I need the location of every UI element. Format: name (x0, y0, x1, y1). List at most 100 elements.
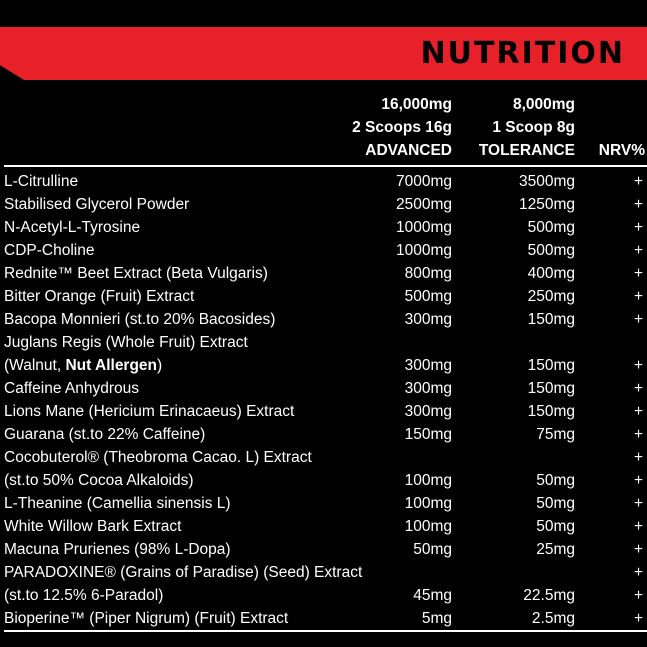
table-row: White Willow Bark Extract 100mg 50mg + (0, 515, 647, 538)
tolerance-amount: 2.5mg (531, 610, 575, 627)
table-row: (st.to 50% Cocoa Alkaloids) 100mg 50mg + (0, 469, 647, 492)
nrv-value: + (633, 403, 643, 420)
tolerance-amount: 250mg (527, 288, 575, 305)
advanced-amount: 100mg (404, 495, 452, 512)
advanced-amount: 500mg (404, 288, 452, 305)
tolerance-amount: 150mg (527, 311, 575, 328)
advanced-amount: 50mg (413, 541, 452, 558)
advanced-amount: 100mg (404, 472, 452, 489)
ingredient-name: L-Citrulline (4, 173, 79, 190)
ingredient-name: Bioperine™ (Piper Nigrum) (Fruit) Extrac… (4, 610, 289, 627)
tolerance-amount: 50mg (536, 472, 575, 489)
tolerance-total: 8,000mg (512, 96, 575, 113)
table-row: Juglans Regis (Whole Fruit) Extract (0, 331, 647, 354)
ingredient-name-suffix: ) (157, 357, 163, 374)
tolerance-amount: 500mg (527, 242, 575, 259)
table-row: CDP-Choline 1000mg 500mg + (0, 239, 647, 262)
advanced-amount: 1000mg (395, 242, 452, 259)
ingredient-name: CDP-Choline (4, 242, 95, 259)
nrv-value: + (633, 426, 643, 443)
table-row: Bacopa Monnieri (st.to 20% Bacosides) 30… (0, 308, 647, 331)
column-header-advanced: 16,000mg 2 Scoops 16g ADVANCED (352, 93, 452, 162)
advanced-amount: 100mg (404, 518, 452, 535)
advanced-amount: 300mg (404, 311, 452, 328)
nrv-value: + (633, 357, 643, 374)
tolerance-serving: 1 Scoop 8g (492, 119, 575, 136)
advanced-serving: 2 Scoops 16g (352, 119, 452, 136)
advanced-amount: 7000mg (395, 173, 452, 190)
advanced-amount: 1000mg (395, 219, 452, 236)
ingredient-name: Caffeine Anhydrous (4, 380, 140, 397)
tolerance-amount: 50mg (536, 495, 575, 512)
nrv-value: + (633, 288, 643, 305)
tolerance-amount: 400mg (527, 265, 575, 282)
nrv-value: + (633, 265, 643, 282)
table-row: L-Theanine (Camellia sinensis L) 100mg 5… (0, 492, 647, 515)
ingredient-name: (st.to 12.5% 6-Paradol) (4, 587, 164, 604)
nrv-value: + (633, 610, 643, 627)
nutrition-table: L-Citrulline 7000mg 3500mg + Stabilised … (0, 170, 647, 630)
tolerance-amount: 1250mg (518, 196, 575, 213)
nrv-value: + (633, 449, 643, 466)
banner-title: NUTRITION (420, 36, 625, 71)
tolerance-amount: 50mg (536, 518, 575, 535)
nrv-value: + (633, 242, 643, 259)
table-row: Caffeine Anhydrous 300mg 150mg + (0, 377, 647, 400)
table-row: Bitter Orange (Fruit) Extract 500mg 250m… (0, 285, 647, 308)
nrv-value: + (633, 541, 643, 558)
tolerance-label: TOLERANCE (478, 142, 575, 159)
ingredient-name: Stabilised Glycerol Powder (4, 196, 190, 213)
table-row: PARADOXINE® (Grains of Paradise) (Seed) … (0, 561, 647, 584)
ingredient-name: N-Acetyl-L-Tyrosine (4, 219, 141, 236)
ingredient-name: Macuna Prurienes (98% L-Dopa) (4, 541, 231, 558)
allergen-warning: Nut Allergen (65, 357, 158, 374)
nrv-value: + (633, 472, 643, 489)
table-row: N-Acetyl-L-Tyrosine 1000mg 500mg + (0, 216, 647, 239)
table-row: (Walnut, Nut Allergen) 300mg 150mg + (0, 354, 647, 377)
nrv-value: + (633, 518, 643, 535)
nrv-value: + (633, 495, 643, 512)
ingredient-name: Bitter Orange (Fruit) Extract (4, 288, 195, 305)
table-row: (st.to 12.5% 6-Paradol) 45mg 22.5mg + (0, 584, 647, 607)
table-row: Bioperine™ (Piper Nigrum) (Fruit) Extrac… (0, 607, 647, 630)
advanced-amount: 300mg (404, 357, 452, 374)
nrv-value: + (633, 311, 643, 328)
table-row: L-Citrulline 7000mg 3500mg + (0, 170, 647, 193)
nrv-value: + (633, 564, 643, 581)
table-row: Rednite™ Beet Extract (Beta Vulgaris) 80… (0, 262, 647, 285)
ingredient-name: Rednite™ Beet Extract (Beta Vulgaris) (4, 265, 268, 282)
advanced-amount: 150mg (404, 426, 452, 443)
advanced-amount: 800mg (404, 265, 452, 282)
tolerance-amount: 25mg (536, 541, 575, 558)
nutrition-banner: NUTRITION (0, 27, 647, 80)
ingredient-name: Guarana (st.to 22% Caffeine) (4, 426, 206, 443)
advanced-amount: 2500mg (395, 196, 452, 213)
nrv-value: + (633, 587, 643, 604)
ingredient-name-prefix: (Walnut, (4, 357, 66, 374)
nrv-value: + (633, 219, 643, 236)
tolerance-amount: 22.5mg (523, 587, 575, 604)
table-row: Cocobuterol® (Theobroma Cacao. L) Extrac… (0, 446, 647, 469)
tolerance-amount: 150mg (527, 403, 575, 420)
advanced-amount: 5mg (421, 610, 452, 627)
nrv-value: + (633, 173, 643, 190)
ingredient-name: White Willow Bark Extract (4, 518, 182, 535)
nrv-label: NRV% (598, 142, 645, 159)
table-row: Guarana (st.to 22% Caffeine) 150mg 75mg … (0, 423, 647, 446)
column-header-nrv: NRV% (599, 139, 645, 162)
table-row: Macuna Prurienes (98% L-Dopa) 50mg 25mg … (0, 538, 647, 561)
advanced-label: ADVANCED (365, 142, 452, 159)
tolerance-amount: 150mg (527, 357, 575, 374)
advanced-amount: 45mg (413, 587, 452, 604)
nrv-value: + (633, 196, 643, 213)
ingredient-name: Juglans Regis (Whole Fruit) Extract (4, 334, 248, 351)
column-header-tolerance: 8,000mg 1 Scoop 8g TOLERANCE (479, 93, 575, 162)
ingredient-name: Lions Mane (Hericium Erinacaeus) Extract (4, 403, 295, 420)
nrv-value: + (633, 380, 643, 397)
ingredient-name: PARADOXINE® (Grains of Paradise) (Seed) … (4, 564, 363, 581)
ingredient-name: (st.to 50% Cocoa Alkaloids) (4, 472, 194, 489)
advanced-amount: 300mg (404, 403, 452, 420)
tolerance-amount: 3500mg (518, 173, 575, 190)
advanced-total: 16,000mg (381, 96, 452, 113)
advanced-amount: 300mg (404, 380, 452, 397)
